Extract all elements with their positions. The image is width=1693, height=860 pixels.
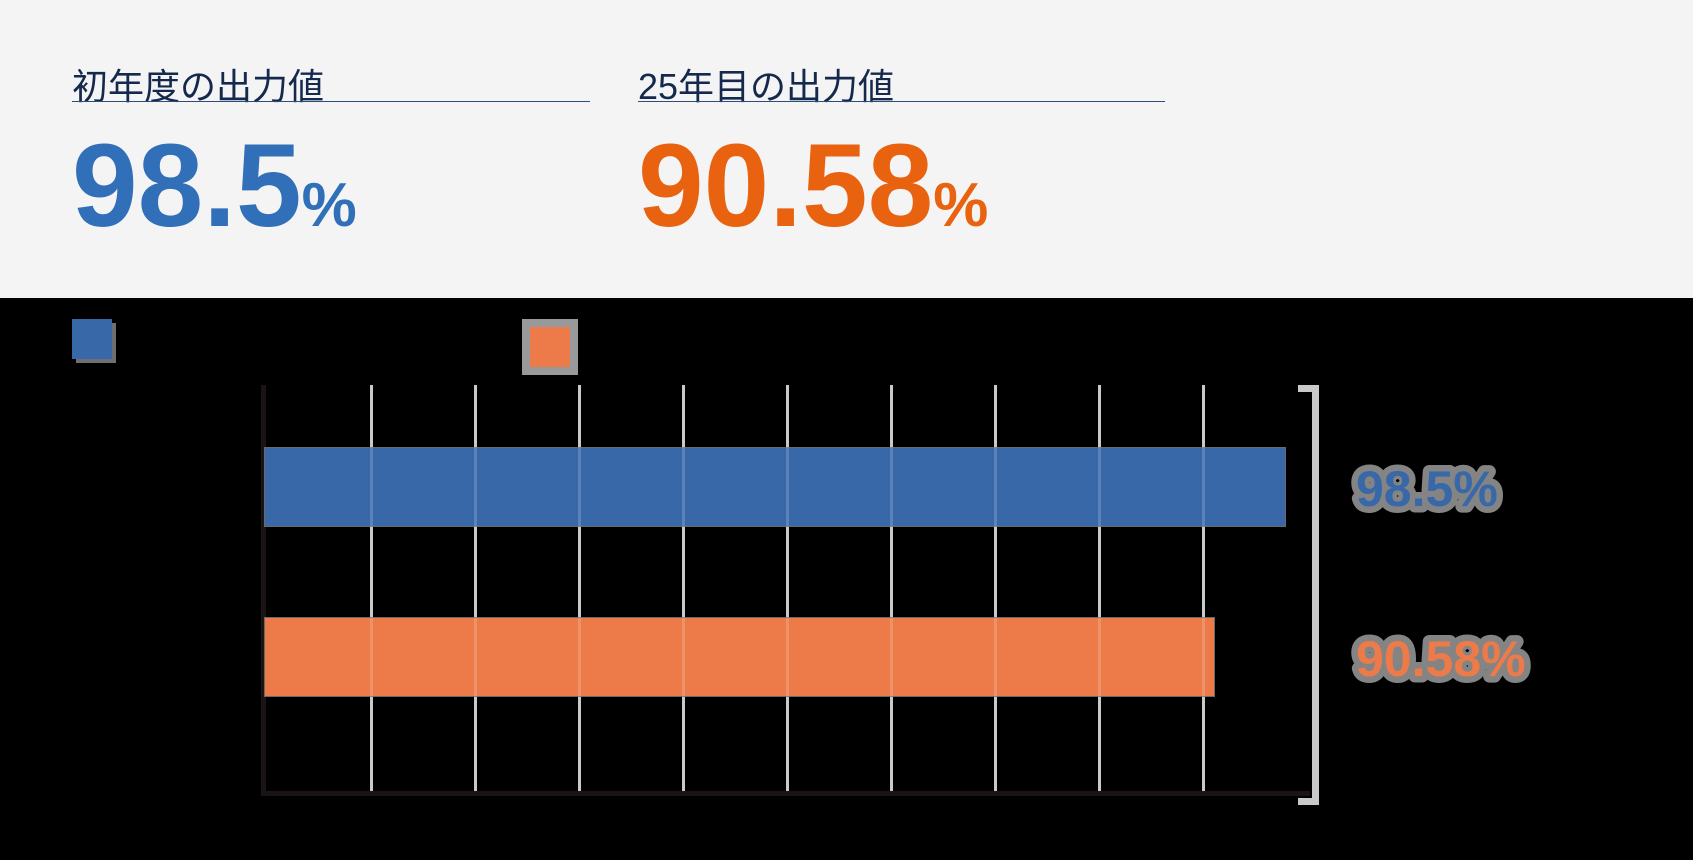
svg-text:90.58%: 90.58% (1356, 631, 1526, 687)
svg-text:98.5%: 98.5% (1356, 461, 1498, 517)
